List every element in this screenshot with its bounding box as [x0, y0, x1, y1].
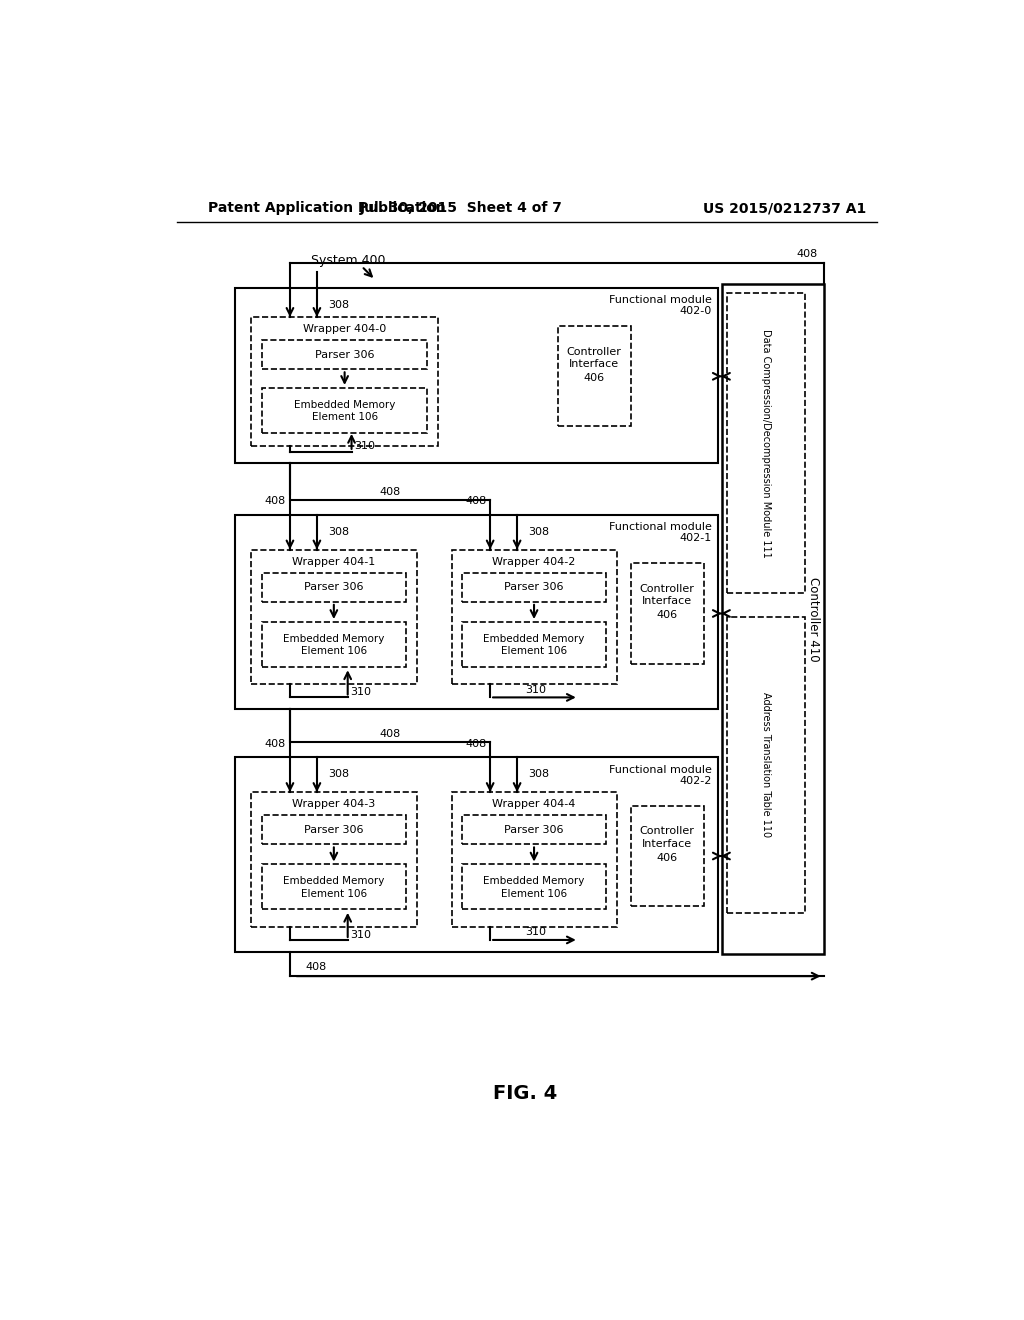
Text: 308: 308: [329, 300, 349, 310]
Text: 408: 408: [380, 487, 400, 496]
Text: Parser 306: Parser 306: [304, 582, 364, 593]
Text: Element 106: Element 106: [311, 412, 378, 422]
Text: 408: 408: [265, 739, 286, 748]
Text: 402-1: 402-1: [680, 533, 712, 543]
Text: Data Compression/Decompression Module 111: Data Compression/Decompression Module 11…: [761, 329, 771, 557]
Text: Parser 306: Parser 306: [304, 825, 364, 834]
Text: 308: 308: [528, 527, 550, 537]
Text: Wrapper 404-3: Wrapper 404-3: [292, 800, 376, 809]
Text: Address Translation Table 110: Address Translation Table 110: [761, 692, 771, 837]
Text: Controller: Controller: [566, 347, 622, 356]
Text: 310: 310: [354, 441, 376, 451]
Text: Embedded Memory: Embedded Memory: [284, 876, 385, 887]
Text: Wrapper 404-0: Wrapper 404-0: [303, 325, 386, 334]
Bar: [452, 549, 617, 684]
Text: 402-2: 402-2: [680, 776, 712, 785]
Text: Embedded Memory: Embedded Memory: [284, 634, 385, 644]
Text: System 400: System 400: [310, 255, 385, 268]
Bar: [463, 865, 606, 909]
Text: Parser 306: Parser 306: [504, 582, 564, 593]
Text: Element 106: Element 106: [301, 888, 367, 899]
Text: Controller: Controller: [640, 583, 694, 594]
Bar: [463, 573, 606, 602]
Text: Patent Application Publication: Patent Application Publication: [208, 202, 445, 215]
Text: Embedded Memory: Embedded Memory: [294, 400, 395, 409]
Text: Functional module: Functional module: [609, 523, 712, 532]
Text: Controller 410: Controller 410: [807, 577, 820, 661]
Bar: [252, 317, 438, 446]
Bar: [252, 549, 417, 684]
Text: 310: 310: [524, 685, 546, 694]
Bar: [234, 288, 718, 463]
Bar: [234, 515, 718, 709]
Bar: [463, 816, 606, 845]
Text: 408: 408: [265, 496, 286, 506]
Text: 408: 408: [796, 249, 817, 259]
Bar: [727, 293, 805, 594]
Text: Element 106: Element 106: [301, 647, 367, 656]
Bar: [722, 284, 823, 954]
Text: Parser 306: Parser 306: [504, 825, 564, 834]
Text: 408: 408: [465, 739, 486, 748]
Text: Wrapper 404-4: Wrapper 404-4: [493, 800, 575, 809]
Bar: [558, 326, 631, 426]
Text: Wrapper 404-2: Wrapper 404-2: [493, 557, 575, 566]
Text: Controller: Controller: [640, 826, 694, 837]
Text: Interface: Interface: [569, 359, 620, 370]
Bar: [262, 622, 407, 667]
Text: 310: 310: [350, 929, 371, 940]
Text: Parser 306: Parser 306: [314, 350, 375, 360]
Bar: [727, 616, 805, 913]
Text: Element 106: Element 106: [501, 888, 567, 899]
Text: Element 106: Element 106: [501, 647, 567, 656]
Text: 406: 406: [584, 372, 604, 383]
Bar: [252, 792, 417, 927]
Text: 308: 308: [329, 770, 349, 779]
Text: Interface: Interface: [642, 597, 692, 606]
Bar: [463, 622, 606, 667]
Bar: [262, 341, 427, 370]
Text: 408: 408: [305, 962, 327, 972]
Text: 406: 406: [656, 853, 678, 862]
Text: 310: 310: [350, 686, 371, 697]
Text: Interface: Interface: [642, 838, 692, 849]
Bar: [452, 792, 617, 927]
Text: Wrapper 404-1: Wrapper 404-1: [292, 557, 376, 566]
Bar: [262, 816, 407, 845]
Text: 408: 408: [465, 496, 486, 506]
Text: 402-0: 402-0: [680, 306, 712, 315]
Bar: [262, 573, 407, 602]
Text: FIG. 4: FIG. 4: [493, 1085, 557, 1104]
Text: US 2015/0212737 A1: US 2015/0212737 A1: [703, 202, 866, 215]
Bar: [234, 758, 718, 952]
Text: 308: 308: [329, 527, 349, 537]
Text: Jul. 30, 2015  Sheet 4 of 7: Jul. 30, 2015 Sheet 4 of 7: [360, 202, 563, 215]
Text: 310: 310: [524, 927, 546, 937]
Text: Functional module: Functional module: [609, 764, 712, 775]
Text: Functional module: Functional module: [609, 296, 712, 305]
Text: 406: 406: [656, 610, 678, 620]
Text: 408: 408: [380, 730, 400, 739]
Bar: [631, 564, 705, 664]
Bar: [631, 807, 705, 906]
Bar: [262, 388, 427, 433]
Bar: [262, 865, 407, 909]
Text: 308: 308: [528, 770, 550, 779]
Text: Embedded Memory: Embedded Memory: [483, 876, 585, 887]
Text: Embedded Memory: Embedded Memory: [483, 634, 585, 644]
